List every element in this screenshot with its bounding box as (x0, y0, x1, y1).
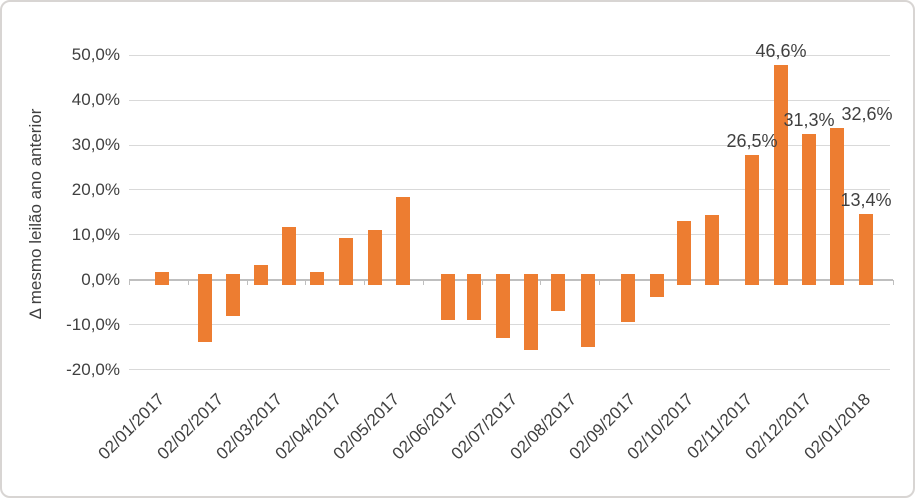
gridline (129, 234, 890, 236)
y-tick-label: 0,0% (81, 269, 120, 289)
bar (282, 227, 296, 286)
axis-tick (540, 279, 542, 285)
bar (310, 271, 324, 286)
y-tick-label: 20,0% (71, 179, 120, 199)
data-label: 32,6% (841, 103, 893, 124)
gridline (129, 54, 890, 56)
gridline (129, 144, 890, 146)
axis-tick (422, 279, 424, 285)
bar (441, 274, 455, 321)
bar (339, 238, 353, 286)
gridline (129, 369, 890, 370)
bar (467, 274, 481, 321)
bar (496, 274, 510, 338)
x-axis-line (129, 278, 893, 281)
y-tick-label: -10,0% (66, 314, 120, 334)
y-tick-label: 50,0% (71, 45, 120, 65)
bar (745, 155, 759, 286)
gridline (129, 189, 890, 191)
bar (155, 271, 169, 286)
bar (226, 274, 240, 316)
data-label: 13,4% (840, 189, 892, 210)
data-label: 31,3% (783, 109, 835, 130)
bar (551, 274, 565, 312)
y-tick-label: -20,0% (66, 359, 120, 379)
bar (802, 133, 816, 286)
y-tick-label: 10,0% (71, 224, 120, 244)
data-label: 26,5% (726, 131, 778, 152)
axis-tick (599, 279, 601, 285)
bar (396, 197, 410, 286)
axis-tick (481, 279, 483, 285)
axis-tick (246, 279, 248, 285)
data-label: 46,6% (755, 40, 807, 61)
axis-tick (187, 279, 189, 285)
bar (581, 274, 595, 348)
y-axis-title: Δ mesmo leilão ano anterior (26, 108, 45, 320)
axis-tick (364, 279, 366, 285)
axis-tick (893, 279, 894, 285)
bar (859, 213, 873, 286)
bar (368, 230, 382, 286)
bar (621, 274, 635, 322)
bar (524, 274, 538, 350)
axis-tick (129, 279, 130, 285)
axis-tick (305, 279, 307, 285)
bar (705, 215, 719, 286)
bar (254, 265, 268, 286)
bar (677, 221, 691, 286)
bar (830, 127, 844, 286)
y-tick-label: 30,0% (71, 135, 120, 154)
gridline (129, 99, 890, 101)
x-tick-label: 02/01/2017 (94, 389, 169, 464)
bar (774, 64, 788, 286)
y-tick-label: 40,0% (71, 90, 120, 110)
bar (198, 274, 212, 343)
bar (650, 274, 664, 297)
